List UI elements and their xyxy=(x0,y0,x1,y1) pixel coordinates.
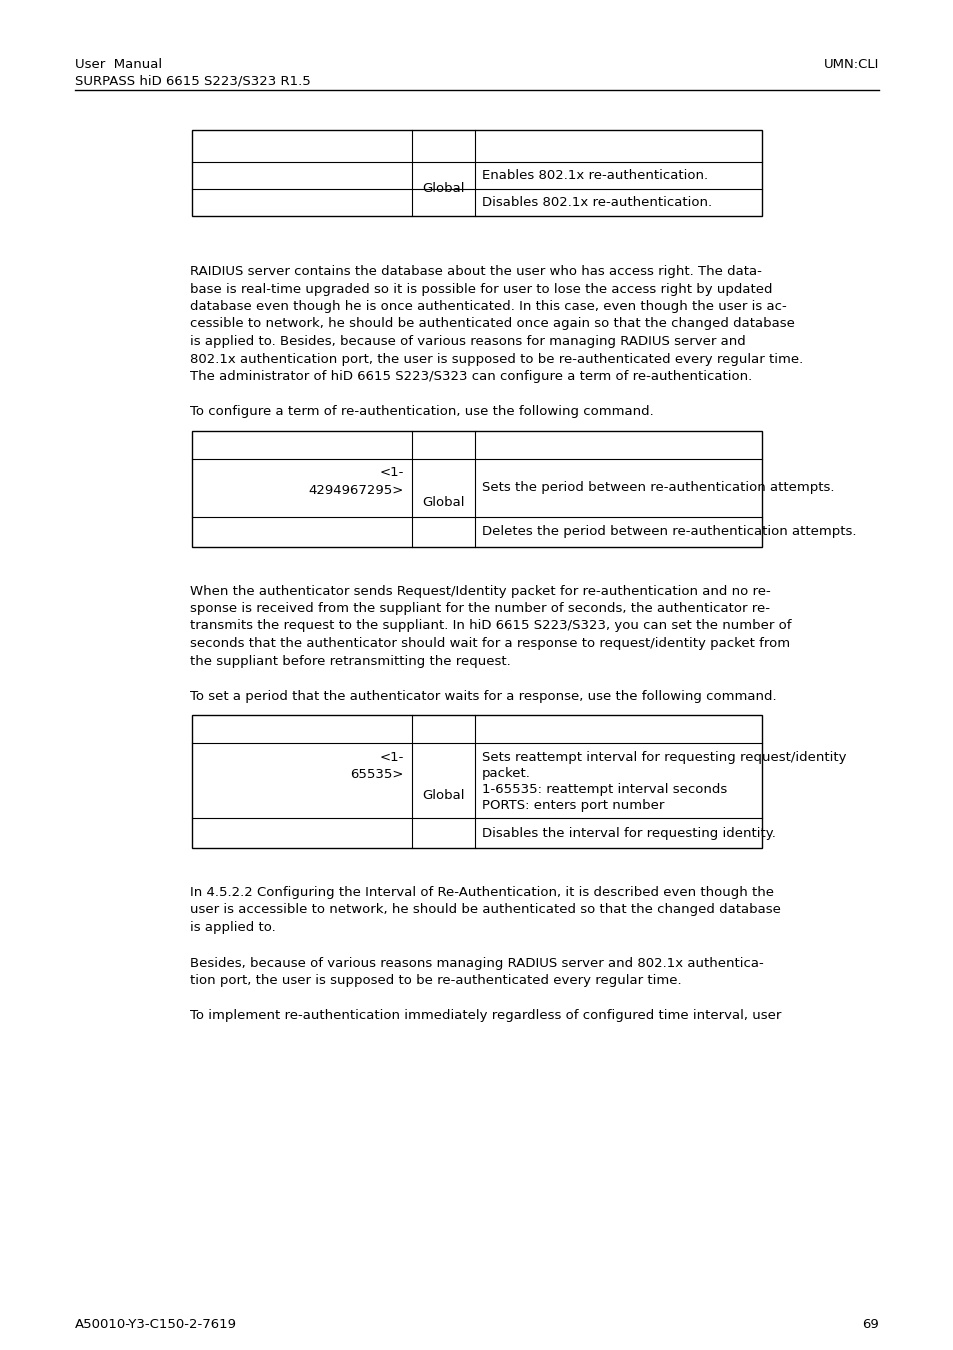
Text: sponse is received from the suppliant for the number of seconds, the authenticat: sponse is received from the suppliant fo… xyxy=(190,602,769,616)
Text: Sets reattempt interval for requesting request/identity: Sets reattempt interval for requesting r… xyxy=(481,751,845,764)
Text: Besides, because of various reasons managing RADIUS server and 802.1x authentica: Besides, because of various reasons mana… xyxy=(190,957,763,969)
Text: 802.1x authentication port, the user is supposed to be re-authenticated every re: 802.1x authentication port, the user is … xyxy=(190,352,802,366)
Text: is applied to. Besides, because of various reasons for managing RADIUS server an: is applied to. Besides, because of vario… xyxy=(190,335,745,348)
Bar xyxy=(192,130,761,216)
Text: Disables the interval for requesting identity.: Disables the interval for requesting ide… xyxy=(481,826,775,840)
Text: user is accessible to network, he should be authenticated so that the changed da: user is accessible to network, he should… xyxy=(190,903,781,917)
Text: 1-65535: reattempt interval seconds: 1-65535: reattempt interval seconds xyxy=(481,783,726,796)
Text: Deletes the period between re-authentication attempts.: Deletes the period between re-authentica… xyxy=(481,525,856,539)
Text: To implement re-authentication immediately regardless of configured time interva: To implement re-authentication immediate… xyxy=(190,1010,781,1022)
Text: cessible to network, he should be authenticated once again so that the changed d: cessible to network, he should be authen… xyxy=(190,317,794,331)
Text: Global: Global xyxy=(422,182,464,196)
Text: base is real-time upgraded so it is possible for user to lose the access right b: base is real-time upgraded so it is poss… xyxy=(190,282,772,296)
Text: is applied to.: is applied to. xyxy=(190,921,275,934)
Text: 4294967295>: 4294967295> xyxy=(309,485,403,497)
Text: Global: Global xyxy=(422,495,464,509)
Text: <1-: <1- xyxy=(379,467,403,479)
Text: seconds that the authenticator should wait for a response to request/identity pa: seconds that the authenticator should wa… xyxy=(190,637,789,649)
Text: transmits the request to the suppliant. In hiD 6615 S223/S323, you can set the n: transmits the request to the suppliant. … xyxy=(190,620,791,633)
Text: tion port, the user is supposed to be re-authenticated every regular time.: tion port, the user is supposed to be re… xyxy=(190,973,680,987)
Bar xyxy=(192,716,761,848)
Text: PORTS: enters port number: PORTS: enters port number xyxy=(481,799,663,811)
Text: <1-: <1- xyxy=(379,751,403,764)
Text: To configure a term of re-authentication, use the following command.: To configure a term of re-authentication… xyxy=(190,405,653,418)
Text: packet.: packet. xyxy=(481,767,530,780)
Text: 65535>: 65535> xyxy=(350,768,403,782)
Text: Disables 802.1x re-authentication.: Disables 802.1x re-authentication. xyxy=(481,196,711,209)
Text: The administrator of hiD 6615 S223/S323 can configure a term of re-authenticatio: The administrator of hiD 6615 S223/S323 … xyxy=(190,370,752,383)
Text: In 4.5.2.2 Configuring the Interval of Re-Authentication, it is described even t: In 4.5.2.2 Configuring the Interval of R… xyxy=(190,886,773,899)
Text: the suppliant before retransmitting the request.: the suppliant before retransmitting the … xyxy=(190,655,510,667)
Text: RAIDIUS server contains the database about the user who has access right. The da: RAIDIUS server contains the database abo… xyxy=(190,265,761,278)
Text: Global: Global xyxy=(422,788,464,802)
Text: 69: 69 xyxy=(862,1318,878,1331)
Text: database even though he is once authenticated. In this case, even though the use: database even though he is once authenti… xyxy=(190,300,786,313)
Text: UMN:CLI: UMN:CLI xyxy=(822,58,878,72)
Text: When the authenticator sends Request/Identity packet for re-authentication and n: When the authenticator sends Request/Ide… xyxy=(190,585,770,598)
Text: User  Manual: User Manual xyxy=(75,58,162,72)
Text: Sets the period between re-authentication attempts.: Sets the period between re-authenticatio… xyxy=(481,481,834,494)
Text: SURPASS hiD 6615 S223/S323 R1.5: SURPASS hiD 6615 S223/S323 R1.5 xyxy=(75,74,311,86)
Text: A50010-Y3-C150-2-7619: A50010-Y3-C150-2-7619 xyxy=(75,1318,236,1331)
Text: Enables 802.1x re-authentication.: Enables 802.1x re-authentication. xyxy=(481,169,707,182)
Bar xyxy=(192,431,761,547)
Text: To set a period that the authenticator waits for a response, use the following c: To set a period that the authenticator w… xyxy=(190,690,776,703)
